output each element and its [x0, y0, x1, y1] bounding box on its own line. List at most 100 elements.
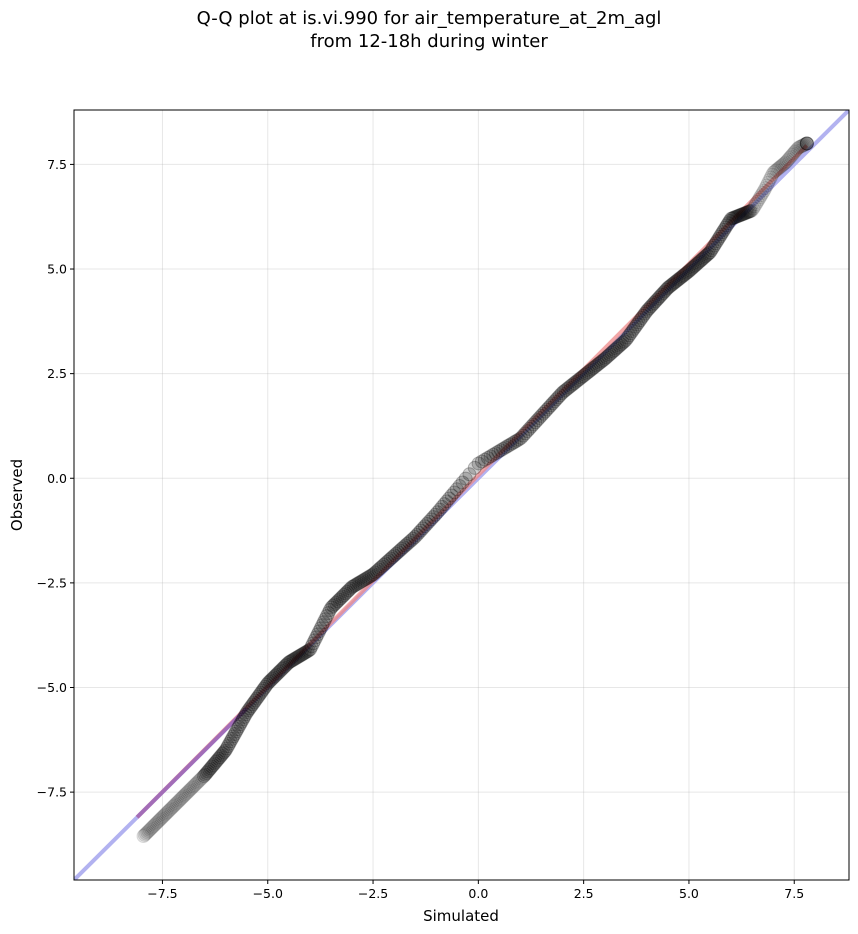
data-point — [729, 209, 744, 224]
data-point — [781, 152, 796, 167]
data-point — [332, 592, 347, 607]
data-point — [630, 317, 645, 332]
data-point — [671, 272, 686, 287]
data-point — [400, 536, 415, 551]
data-point — [369, 564, 384, 579]
data-point — [701, 246, 716, 261]
data-point — [270, 666, 285, 681]
data-point — [149, 816, 164, 831]
data-point — [318, 612, 333, 627]
data-point — [628, 319, 643, 334]
data-point — [653, 289, 668, 304]
data-point — [411, 525, 426, 540]
data-point — [724, 211, 739, 226]
data-point — [238, 707, 253, 722]
data-point — [799, 136, 814, 151]
data-point — [526, 417, 541, 432]
data-point — [199, 766, 214, 781]
data-point — [260, 676, 275, 691]
data-point — [242, 701, 257, 716]
data-point — [140, 825, 155, 840]
data-point — [333, 591, 348, 606]
data-point — [794, 139, 809, 154]
plot-frame — [73, 109, 850, 881]
y-tick-label: −5.0 — [37, 680, 67, 695]
y-tick-label: −2.5 — [37, 575, 67, 590]
data-point — [731, 209, 746, 224]
data-point — [645, 297, 660, 312]
data-point — [319, 609, 334, 624]
data-point — [156, 808, 171, 823]
data-point — [584, 362, 599, 377]
data-point — [286, 652, 301, 667]
data-point — [248, 693, 263, 708]
data-point — [435, 499, 450, 514]
data-point — [385, 550, 400, 565]
data-point — [563, 378, 578, 393]
data-point — [758, 181, 773, 196]
data-point — [404, 533, 419, 548]
data-point — [486, 447, 501, 462]
data-point — [710, 234, 725, 249]
data-point — [146, 819, 161, 834]
data-point — [681, 264, 696, 279]
data-point — [212, 750, 227, 765]
data-point — [447, 485, 462, 500]
data-point — [303, 642, 318, 657]
data-point — [151, 814, 166, 829]
data-point — [602, 347, 617, 362]
data-point — [725, 211, 740, 226]
data-point — [753, 190, 768, 205]
data-point — [229, 724, 244, 739]
data-point — [577, 367, 592, 382]
data-point — [245, 697, 260, 712]
data-point — [702, 245, 717, 260]
data-point — [426, 510, 441, 525]
data-point — [351, 576, 366, 591]
data-point — [226, 729, 241, 744]
y-tick-label: 2.5 — [47, 366, 67, 381]
data-point — [747, 199, 762, 214]
data-point — [246, 695, 261, 710]
data-point — [415, 521, 430, 536]
data-point — [159, 806, 174, 821]
data-point — [155, 810, 170, 825]
data-point — [181, 784, 196, 799]
data-point — [799, 136, 814, 151]
data-point — [516, 428, 531, 443]
data-point — [665, 277, 680, 292]
data-point — [554, 386, 569, 401]
data-point — [556, 384, 571, 399]
data-point — [589, 358, 604, 373]
data-point — [549, 392, 564, 407]
data-point — [345, 580, 360, 595]
data-point — [659, 282, 674, 297]
data-point — [733, 207, 748, 222]
data-point — [687, 259, 702, 274]
data-point — [639, 304, 654, 319]
data-point — [586, 361, 601, 376]
data-point — [650, 292, 665, 307]
data-point — [626, 321, 641, 336]
data-point — [346, 579, 361, 594]
x-tick-label: −7.5 — [147, 886, 177, 901]
data-point — [721, 216, 736, 231]
data-point — [235, 712, 250, 727]
data-point — [572, 371, 587, 386]
data-point — [329, 595, 344, 610]
data-point — [234, 714, 249, 729]
data-point — [790, 141, 805, 156]
data-point — [353, 575, 368, 590]
data-point — [409, 527, 424, 542]
data-point — [607, 342, 622, 357]
data-point — [597, 351, 612, 366]
y-tick-label: −7.5 — [37, 785, 67, 800]
data-point — [182, 783, 197, 798]
data-point — [488, 446, 503, 461]
data-point — [251, 689, 266, 704]
x-tick-label: −5.0 — [253, 886, 283, 901]
data-point — [799, 136, 814, 151]
data-point — [782, 150, 797, 165]
data-point — [300, 644, 315, 659]
